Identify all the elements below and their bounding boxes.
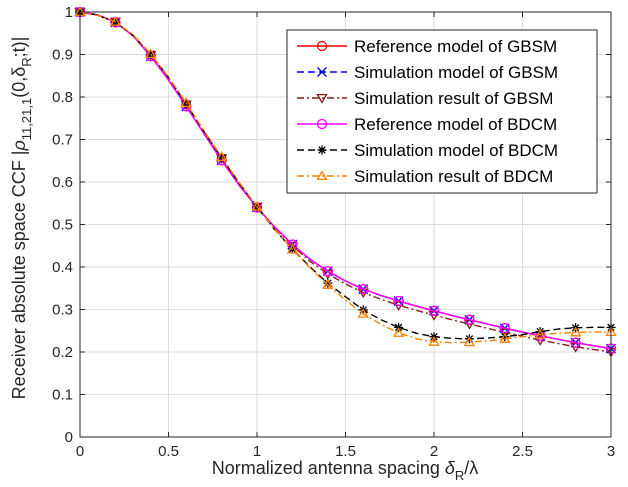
legend-marker: [316, 170, 328, 181]
data-point: [286, 243, 299, 254]
series-line: [79, 11, 611, 344]
data-point: [251, 200, 263, 211]
data-point: [323, 278, 333, 288]
x-tick-label: 2.5: [512, 443, 533, 460]
x-tick-label: 0.5: [158, 443, 179, 460]
data-point: [357, 307, 369, 318]
data-point: [500, 332, 510, 342]
y-tick-label: 0.1: [52, 387, 73, 404]
data-point: [535, 327, 545, 337]
y-tick-label: 1: [65, 4, 73, 21]
legend-label: Simulation model of BDCM: [354, 141, 558, 160]
legend-label: Simulation result of GBSM: [354, 89, 553, 108]
data-point: [464, 314, 475, 325]
x-tick-label: 1: [253, 443, 261, 460]
data-point: [534, 328, 546, 339]
data-point: [322, 279, 334, 289]
data-point: [145, 48, 157, 59]
legend-item: Reference model of BDCM: [297, 115, 557, 134]
y-axis-label: Receiver absolute space CCF |ρ11,21,1(0,…: [9, 37, 34, 400]
legend-label: Reference model of BDCM: [354, 115, 557, 134]
data-point: [109, 15, 122, 26]
x-tick-label: 3: [607, 443, 615, 460]
data-point: [499, 328, 511, 339]
data-point: [215, 151, 228, 161]
legend-label: Reference model of GBSM: [354, 37, 557, 56]
legend-marker: [316, 93, 328, 104]
legend: Reference model of GBSM Simulation model …: [286, 29, 598, 194]
data-point: [534, 336, 546, 346]
data-point: [569, 342, 582, 353]
legend-item: Simulation model of BDCM: [297, 141, 558, 160]
y-tick-label: 0.3: [52, 302, 73, 319]
y-tick-label: 0.8: [52, 89, 73, 106]
legend-item: Reference model of GBSM: [297, 37, 557, 56]
legend-item: Simulation result of BDCM: [297, 167, 553, 186]
series-line: [79, 11, 611, 340]
y-tick-label: 0: [65, 429, 73, 446]
series-line: [79, 11, 612, 350]
legend-marker: [317, 67, 327, 77]
y-tick-label: 0.2: [52, 344, 73, 361]
data-point: [428, 305, 440, 316]
data-point: [463, 336, 476, 347]
x-tick-label: 2: [430, 443, 438, 460]
data-point: [110, 17, 120, 27]
y-tick-label: 0.9: [52, 47, 73, 64]
legend-marker: [316, 40, 328, 52]
data-point: [180, 97, 192, 107]
data-point: [569, 326, 582, 337]
data-point: [393, 295, 404, 307]
x-axis-ticks: 0 0.5 1 1.5 2 2.5 3: [76, 12, 615, 460]
legend-label: Simulation model of GBSM: [354, 63, 558, 82]
y-tick-label: 0.4: [52, 259, 73, 276]
legend-marker: [317, 145, 327, 155]
legend-item: Simulation model of GBSM: [297, 63, 558, 82]
data-point: [499, 333, 511, 343]
data-point: [428, 335, 440, 346]
x-tick-label: 1.5: [335, 443, 356, 460]
data-point: [322, 266, 333, 277]
data-point: [358, 283, 369, 295]
x-tick-label: 0: [76, 443, 84, 460]
data-point: [428, 311, 440, 321]
data-point: [570, 337, 581, 348]
x-axis-label: Normalized antenna spacing δR/λ: [212, 458, 479, 483]
legend-label: Simulation result of BDCM: [354, 167, 553, 186]
legend-marker: [316, 118, 328, 130]
data-point: [392, 301, 405, 312]
y-tick-label: 0.6: [52, 174, 73, 191]
y-tick-label: 0.7: [52, 132, 73, 149]
y-tick-label: 0.5: [52, 217, 73, 234]
data-point: [463, 319, 476, 330]
data-point: [392, 327, 405, 337]
legend-box: [286, 29, 598, 194]
y-axis-ticks: 0 0.1 0.2 0.3 0.4 0.5 0.6 0.7 0.8 0.9 1: [52, 4, 611, 446]
legend-item: Simulation result of GBSM: [297, 89, 553, 108]
